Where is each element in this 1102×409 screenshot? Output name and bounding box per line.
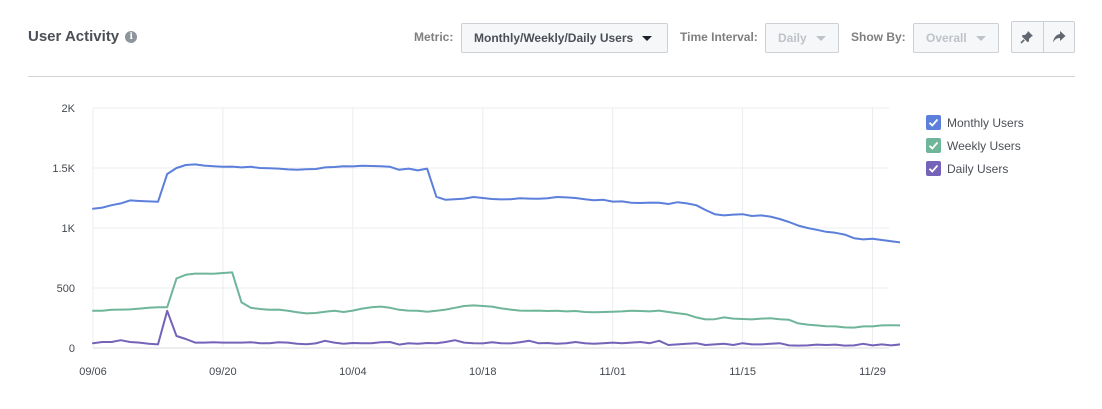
checkbox-checked-icon[interactable] xyxy=(926,161,941,176)
chart-title-text: User Activity xyxy=(28,28,120,45)
time-interval-dropdown[interactable]: Daily xyxy=(765,23,839,53)
chevron-down-icon xyxy=(642,35,653,41)
time-interval-label: Time Interval: xyxy=(680,30,758,44)
y-tick-label: 1K xyxy=(62,223,76,235)
show-by-dropdown[interactable]: Overall xyxy=(913,23,999,53)
x-tick-label: 09/20 xyxy=(209,366,237,378)
x-tick-label: 11/01 xyxy=(599,366,626,378)
y-axis: 0 500 1K 1.5K 2K xyxy=(52,103,75,355)
x-axis: 09/06 09/20 10/04 10/18 11/01 11/15 11/29 xyxy=(79,366,886,378)
metric-label: Metric: xyxy=(414,30,454,44)
pin-icon xyxy=(1020,31,1034,44)
legend-label: Daily Users xyxy=(947,161,1009,176)
series-line-daily-users[interactable] xyxy=(92,309,900,347)
checkbox-checked-icon[interactable] xyxy=(926,138,941,153)
x-tick-label: 10/04 xyxy=(339,366,367,378)
chart-title: User Activity i xyxy=(28,28,138,45)
metric-value: Monthly/Weekly/Daily Users xyxy=(474,31,634,45)
x-tick-label: 11/29 xyxy=(859,366,886,378)
chart-legend: Monthly Users Weekly Users Daily Users xyxy=(926,111,1024,180)
chevron-down-icon xyxy=(975,35,986,41)
share-icon xyxy=(1052,31,1066,43)
y-tick-label: 2K xyxy=(62,103,76,115)
chart-header: User Activity i Metric: Monthly/Weekly/D… xyxy=(28,0,1075,77)
share-button[interactable] xyxy=(1042,22,1075,52)
legend-label: Monthly Users xyxy=(947,115,1024,130)
chart-series xyxy=(92,163,900,347)
legend-label: Weekly Users xyxy=(947,138,1021,153)
pin-button[interactable] xyxy=(1012,22,1043,52)
series-line-monthly-users[interactable] xyxy=(92,163,900,250)
chevron-down-icon xyxy=(815,35,826,41)
legend-item-weekly-users[interactable]: Weekly Users xyxy=(926,134,1024,157)
x-tick-label: 10/18 xyxy=(469,366,497,378)
y-tick-label: 1.5K xyxy=(52,163,75,175)
legend-item-daily-users[interactable]: Daily Users xyxy=(926,157,1024,180)
legend-item-monthly-users[interactable]: Monthly Users xyxy=(926,111,1024,134)
x-tick-label: 09/06 xyxy=(79,366,107,378)
time-interval-value: Daily xyxy=(778,31,807,45)
series-line-weekly-users[interactable] xyxy=(92,271,900,329)
show-by-value: Overall xyxy=(926,31,967,45)
metric-dropdown[interactable]: Monthly/Weekly/Daily Users xyxy=(461,23,668,53)
user-activity-chart: 0 500 1K 1.5K 2K 09/06 09/20 10/04 10/18 11/01 11… xyxy=(52,103,900,378)
x-tick-label: 11/15 xyxy=(729,366,756,378)
show-by-label: Show By: xyxy=(851,30,906,44)
checkbox-checked-icon[interactable] xyxy=(926,115,941,130)
info-icon[interactable]: i xyxy=(125,30,138,43)
y-tick-label: 0 xyxy=(69,343,75,355)
chart-grid xyxy=(92,107,889,349)
chart-actions xyxy=(1011,21,1075,53)
y-tick-label: 500 xyxy=(57,283,75,295)
